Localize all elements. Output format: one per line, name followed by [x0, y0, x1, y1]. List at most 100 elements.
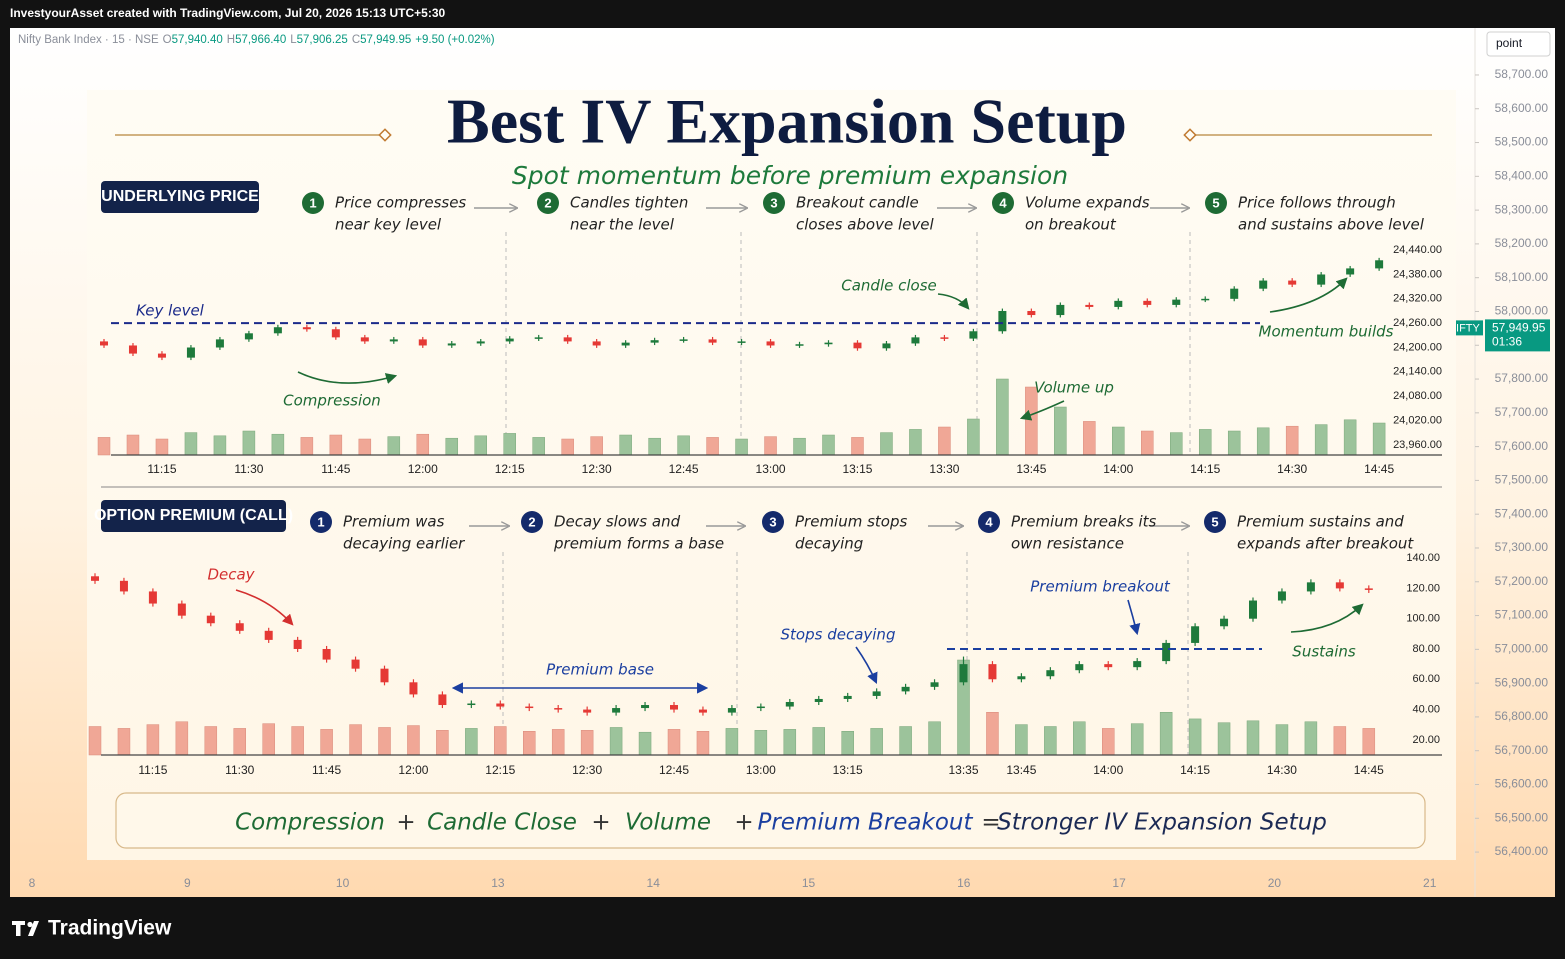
x-tick-label: 13:35: [948, 763, 978, 777]
step-marker: [521, 511, 543, 533]
x-tick-label: 12:15: [495, 462, 525, 476]
volume-bar: [812, 727, 825, 756]
legend-value: 57,966.40: [235, 34, 287, 46]
legend-change: +9.50 (+0.02%): [415, 34, 495, 46]
step-text: Candles tighten: [570, 194, 688, 212]
button[interactable]: [1486, 31, 1551, 57]
volume-bar: [523, 731, 536, 756]
y-tick-label: 57,100.00: [1495, 608, 1549, 622]
candle-body: [91, 576, 99, 581]
volume-bar: [1112, 426, 1125, 456]
volume-bar: [764, 436, 777, 456]
candle-body: [148, 591, 157, 604]
x-tick-label: 17: [1112, 876, 1126, 890]
volume-bar: [909, 429, 922, 456]
volume-bar: [725, 728, 739, 756]
volume-bar: [1362, 728, 1376, 756]
candle-body: [447, 343, 456, 346]
x-tick-label: 11:45: [312, 763, 341, 777]
candle-body: [1346, 268, 1355, 275]
annotation: Decay: [207, 566, 255, 584]
volume-bar: [677, 435, 690, 456]
x-tick-label: 13:45: [1006, 763, 1036, 777]
volume-bar: [928, 721, 941, 756]
legend-item: H57,966.40: [227, 34, 286, 46]
candle-body: [418, 339, 427, 346]
step-marker: [763, 192, 785, 214]
step-marker: [992, 192, 1014, 214]
x-tick-label: 14:30: [1267, 763, 1297, 777]
x-tick-label: 11:30: [234, 462, 263, 476]
y-tick-label: 24,260.00: [1393, 317, 1442, 329]
candle-body: [496, 703, 505, 707]
candle-body: [322, 648, 331, 660]
volume-bar: [754, 730, 768, 756]
y-tick-label: 24,200.00: [1393, 341, 1442, 353]
formula-term: +: [396, 810, 415, 836]
legend-value: 57,906.25: [296, 34, 348, 46]
ornament: [1183, 128, 1197, 142]
candle-body: [1317, 274, 1326, 285]
formula-term: Candle Close: [427, 810, 577, 836]
candle-body: [235, 623, 244, 631]
y-tick-label: 57,300.00: [1495, 540, 1549, 554]
volume-bar: [494, 726, 507, 756]
step-text: Premium was: [343, 513, 445, 531]
y-tick-label: 60.00: [1412, 673, 1440, 685]
volume-bar: [841, 731, 854, 756]
step-text: and sustains above level: [1238, 216, 1425, 234]
annotation: Sustains: [1292, 643, 1356, 661]
volume-bar: [1159, 712, 1173, 756]
volume-bar: [1246, 720, 1260, 756]
formula-term: +: [734, 810, 753, 836]
y-tick-label: 57,000.00: [1495, 642, 1549, 656]
candle-body: [1133, 661, 1142, 668]
volume-bar: [358, 438, 372, 456]
candle-body: [872, 691, 881, 696]
candle-body: [1259, 280, 1268, 289]
volume-bar: [561, 438, 574, 456]
volume-bar: [126, 434, 140, 456]
y-tick-label: 58,100.00: [1495, 270, 1549, 284]
step-number: 1: [317, 514, 324, 529]
volume-bar: [291, 726, 304, 756]
annotation: Key level: [136, 302, 205, 320]
ornament: [378, 128, 392, 142]
title: Best IV Expansion Setup: [447, 86, 1127, 157]
step-text: on breakout: [1025, 216, 1117, 234]
candle-body: [756, 706, 765, 709]
candle-body: [1104, 664, 1113, 668]
y-tick-label: 24,440.00: [1393, 244, 1442, 256]
step-marker: [310, 511, 332, 533]
x-tick-label: 13:00: [746, 763, 776, 777]
step-marker: [1205, 192, 1227, 214]
candle-body: [1143, 300, 1152, 305]
candle-body: [1201, 298, 1210, 301]
candle-body: [650, 340, 659, 343]
candle-body: [302, 327, 311, 330]
x-tick-label: 12:00: [408, 462, 438, 476]
y-tick-label: 57,800.00: [1495, 371, 1549, 385]
candle-body: [592, 341, 601, 346]
volume-bar: [378, 727, 391, 756]
legend-key: C: [351, 34, 361, 46]
button-label[interactable]: point: [1496, 36, 1523, 50]
volume-bar: [1343, 419, 1357, 456]
price-tag-label: 57,949.95: [1492, 321, 1546, 335]
candle-body: [554, 708, 563, 710]
step-text: Volume expands: [1025, 194, 1150, 212]
x-tick-label: 14:15: [1180, 763, 1210, 777]
x-tick-label: 12:45: [659, 763, 689, 777]
volume-bar: [938, 426, 951, 456]
candle-body: [1075, 664, 1084, 671]
x-tick-label: 13:15: [842, 462, 872, 476]
y-tick-label: 57,200.00: [1495, 574, 1549, 588]
candle-body: [1335, 582, 1344, 589]
step-number: 1: [309, 195, 316, 210]
y-tick-label: 56,500.00: [1495, 810, 1549, 824]
candle-body: [1046, 670, 1055, 677]
volume-bar: [1170, 432, 1183, 456]
candle-body: [1114, 300, 1123, 307]
candle-body: [534, 337, 543, 339]
step-text: closes above level: [796, 216, 934, 234]
